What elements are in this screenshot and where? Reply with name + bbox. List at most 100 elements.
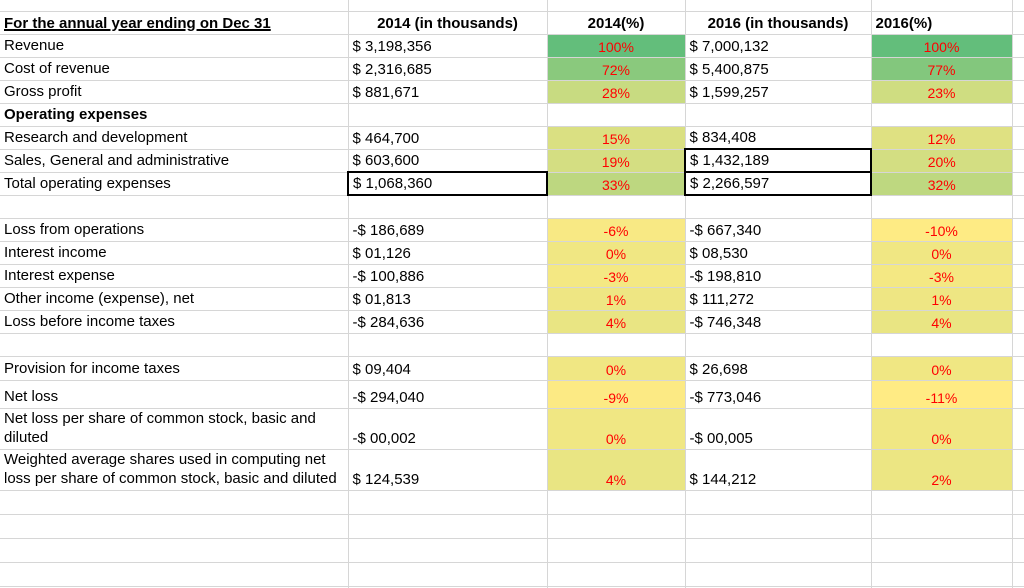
pct-2014-cell[interactable] [547, 586, 686, 588]
edge-cell[interactable] [1012, 538, 1024, 563]
header-title[interactable]: For the annual year ending on Dec 31 [0, 11, 349, 35]
value-2014-cell[interactable]: -$ 100,886 [348, 264, 548, 288]
pct-2014-cell[interactable]: 4% [547, 449, 686, 491]
edge-cell[interactable] [1012, 126, 1024, 150]
pct-2016-cell[interactable]: 32% [871, 172, 1013, 196]
value-2014-cell[interactable]: $ 2,316,685 [348, 57, 548, 81]
value-2014-cell[interactable]: $ 01,126 [348, 241, 548, 265]
pct-2016-cell[interactable]: 1% [871, 287, 1013, 311]
pct-2016-cell[interactable]: 23% [871, 80, 1013, 104]
value-2014-cell[interactable] [348, 333, 548, 357]
edge-cell[interactable] [1012, 80, 1024, 104]
pct-2014-cell[interactable]: 0% [547, 356, 686, 381]
value-2014-cell[interactable] [348, 490, 548, 515]
pct-2014-cell[interactable]: 1% [547, 287, 686, 311]
label-cell[interactable] [0, 333, 349, 357]
pct-2016-cell[interactable]: 2% [871, 449, 1013, 491]
value-2014-cell[interactable]: $ 464,700 [348, 126, 548, 150]
value-2014-cell[interactable]: $ 09,404 [348, 356, 548, 381]
value-2016-cell[interactable]: $ 5,400,875 [685, 57, 872, 81]
edge-cell[interactable] [1012, 57, 1024, 81]
header-2016-pct[interactable]: 2016(%) [871, 11, 1013, 35]
label-cell[interactable] [0, 490, 349, 515]
label-cell[interactable]: Cost of revenue [0, 57, 349, 81]
label-cell[interactable]: Weighted average shares used in computin… [0, 449, 349, 491]
pct-2014-cell[interactable] [547, 103, 686, 127]
label-cell[interactable]: Provision for income taxes [0, 356, 349, 381]
value-2014-cell[interactable]: -$ 00,002 [348, 408, 548, 450]
pct-2014-cell[interactable]: 28% [547, 80, 686, 104]
edge-cell[interactable] [1012, 490, 1024, 515]
pct-2016-cell[interactable] [871, 490, 1013, 515]
edge-cell[interactable] [1012, 333, 1024, 357]
pct-2014-cell[interactable] [547, 514, 686, 539]
pct-2014-cell[interactable]: 33% [547, 172, 686, 196]
spacer-cell[interactable] [0, 0, 349, 12]
value-2016-cell[interactable] [685, 514, 872, 539]
value-2014-cell[interactable]: $ 124,539 [348, 449, 548, 491]
value-2016-cell[interactable]: -$ 773,046 [685, 380, 872, 409]
label-cell[interactable]: Interest expense [0, 264, 349, 288]
value-2014-cell[interactable]: -$ 284,636 [348, 310, 548, 334]
value-2014-cell[interactable] [348, 195, 548, 219]
pct-2014-cell[interactable]: 100% [547, 34, 686, 58]
value-2016-cell[interactable]: -$ 667,340 [685, 218, 872, 242]
value-2016-cell[interactable] [685, 538, 872, 563]
edge-cell[interactable] [1012, 514, 1024, 539]
label-cell[interactable]: Revenue [0, 34, 349, 58]
edge-cell[interactable] [1012, 264, 1024, 288]
edge-cell[interactable] [1012, 149, 1024, 173]
header-2014-values[interactable]: 2014 (in thousands) [348, 11, 548, 35]
spacer-cell[interactable] [685, 0, 872, 12]
pct-2016-cell[interactable]: -11% [871, 380, 1013, 409]
label-cell[interactable] [0, 195, 349, 219]
pct-2016-cell[interactable]: 100% [871, 34, 1013, 58]
spacer-cell[interactable] [547, 0, 686, 12]
value-2016-cell[interactable]: $ 7,000,132 [685, 34, 872, 58]
pct-2014-cell[interactable]: 15% [547, 126, 686, 150]
label-cell[interactable]: Sales, General and administrative [0, 149, 349, 173]
header-2014-pct[interactable]: 2014(%) [547, 11, 686, 35]
value-2016-cell[interactable] [685, 195, 872, 219]
pct-2014-cell[interactable]: -6% [547, 218, 686, 242]
value-2016-cell[interactable]: -$ 00,005 [685, 408, 872, 450]
edge-cell[interactable] [1012, 103, 1024, 127]
edge-cell[interactable] [1012, 287, 1024, 311]
value-2016-cell[interactable]: -$ 746,348 [685, 310, 872, 334]
value-2016-cell[interactable]: $ 1,432,189 [684, 148, 872, 173]
value-2014-cell[interactable]: -$ 186,689 [348, 218, 548, 242]
spacer-cell[interactable] [348, 0, 548, 12]
pct-2014-cell[interactable]: 72% [547, 57, 686, 81]
pct-2014-cell[interactable]: 4% [547, 310, 686, 334]
edge-cell[interactable] [1012, 586, 1024, 588]
label-cell[interactable]: Interest income [0, 241, 349, 265]
pct-2016-cell[interactable]: -3% [871, 264, 1013, 288]
value-2016-cell[interactable]: $ 1,599,257 [685, 80, 872, 104]
edge-cell[interactable] [1012, 172, 1024, 196]
header-2016-values[interactable]: 2016 (in thousands) [685, 11, 872, 35]
label-cell[interactable]: Loss before income taxes [0, 310, 349, 334]
pct-2014-cell[interactable]: -9% [547, 380, 686, 409]
value-2016-cell[interactable] [685, 490, 872, 515]
value-2014-cell[interactable]: $ 1,068,360 [347, 171, 548, 196]
value-2014-cell[interactable] [348, 586, 548, 588]
label-cell[interactable]: Net loss per share of common stock, basi… [0, 408, 349, 450]
pct-2016-cell[interactable] [871, 586, 1013, 588]
edge-cell[interactable] [1012, 562, 1024, 587]
pct-2014-cell[interactable] [547, 562, 686, 587]
pct-2016-cell[interactable]: 12% [871, 126, 1013, 150]
value-2016-cell[interactable]: $ 08,530 [685, 241, 872, 265]
pct-2014-cell[interactable]: -3% [547, 264, 686, 288]
edge-cell[interactable] [1012, 356, 1024, 381]
pct-2014-cell[interactable]: 0% [547, 241, 686, 265]
value-2016-cell[interactable]: $ 26,698 [685, 356, 872, 381]
edge-cell[interactable] [1012, 408, 1024, 450]
label-cell[interactable]: Gross profit [0, 80, 349, 104]
edge-cell[interactable] [1012, 195, 1024, 219]
pct-2016-cell[interactable]: -10% [871, 218, 1013, 242]
value-2016-cell[interactable] [685, 333, 872, 357]
label-cell[interactable] [0, 514, 349, 539]
value-2016-cell[interactable]: $ 834,408 [685, 126, 872, 150]
value-2014-cell[interactable] [348, 538, 548, 563]
value-2014-cell[interactable]: $ 3,198,356 [348, 34, 548, 58]
